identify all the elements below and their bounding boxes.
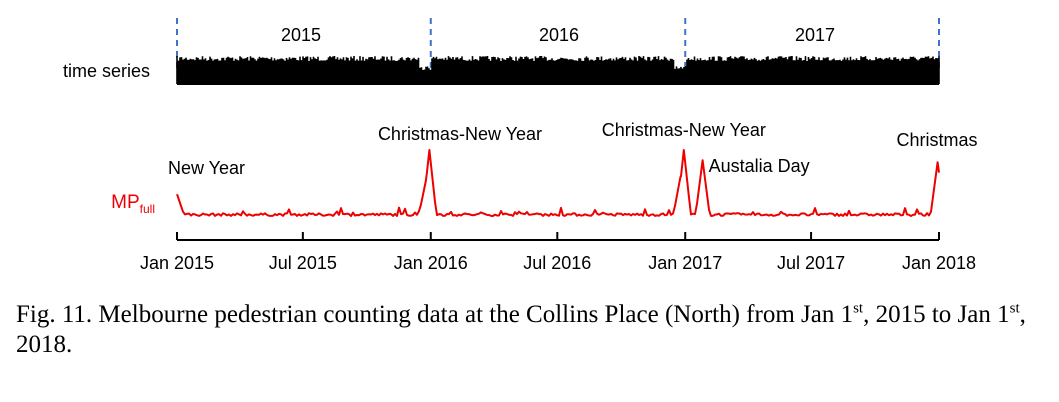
x-tick-label-3: Jul 2016 [523,253,591,273]
x-tick-label-6: Jan 2018 [902,253,976,273]
x-axis: Jan 2015 Jul 2015 Jan 2016 Jul 2016 Jan 2017… [140,232,976,273]
annotation-label-0: New Year [168,158,245,178]
series-label-sub: full [140,202,155,216]
x-tick-label-2: Jan 2016 [394,253,468,273]
figure: time series 2015 2016 2017 MPfull New Ye… [63,18,978,273]
x-tick-label-0: Jan 2015 [140,253,214,273]
series-label: MPfull [111,192,155,216]
year-label-2015: 2015 [281,25,321,45]
annotation-label-4: Christmas [896,130,977,150]
year-label-2016: 2016 [539,25,579,45]
year-label-2017: 2017 [795,25,835,45]
x-tick-label-4: Jan 2017 [648,253,722,273]
caption-sup-2: st [1009,300,1020,317]
annotation-label-2: Christmas-New Year [602,120,766,140]
time-series-plot [176,56,940,85]
mp-full-line [176,149,940,217]
time-series-row-label: time series [63,61,150,81]
annotations: New Year Christmas-New Year Christmas-New … [168,120,978,178]
x-tick-label-5: Jul 2017 [777,253,845,273]
caption-part-2: , 2015 to Jan 1 [863,301,1010,328]
caption-part-3: , 2018. [16,301,1026,358]
x-tick-label-1: Jul 2015 [269,253,337,273]
series-label-main: MP [111,192,140,213]
annotation-label-3: Austalia Day [709,156,810,176]
caption-part-1: Fig. 11. Melbourne pedestrian counting d… [16,301,854,328]
caption-sup-1: st [853,300,864,317]
annotation-label-1: Christmas-New Year [378,124,542,144]
figure-caption: Fig. 11. Melbourne pedestrian counting d… [16,300,1046,360]
time-series-band [176,56,940,84]
year-dividers [176,18,940,68]
